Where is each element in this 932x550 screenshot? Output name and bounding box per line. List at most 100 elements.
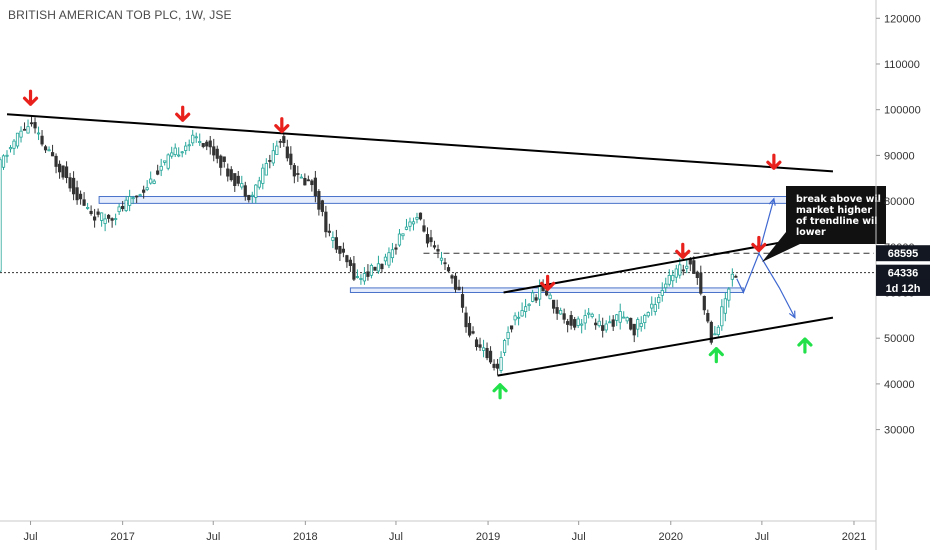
candle-body-25 bbox=[86, 206, 90, 209]
candle-body-103 bbox=[359, 278, 363, 280]
x-tick-label: 2021 bbox=[842, 531, 866, 543]
projection-down-path-head bbox=[788, 310, 796, 319]
price-label-bg bbox=[876, 279, 930, 296]
candle-body-98 bbox=[341, 248, 345, 253]
candle-body-153 bbox=[534, 297, 538, 301]
candle-body-151 bbox=[527, 303, 531, 307]
candle-body-11 bbox=[36, 132, 41, 135]
candle-body-188 bbox=[657, 296, 661, 304]
x-tick-label: Jul bbox=[572, 531, 586, 543]
candle-body-196 bbox=[685, 265, 689, 269]
candle-body-197 bbox=[688, 259, 692, 265]
candle-body-53 bbox=[184, 145, 188, 151]
price-label: 1d 12h bbox=[886, 283, 921, 295]
x-tick-label: Jul bbox=[755, 531, 769, 543]
candle-body-21 bbox=[71, 177, 76, 195]
candle-body-179 bbox=[625, 317, 629, 322]
candle-body-207 bbox=[723, 298, 727, 314]
candle-body-37 bbox=[128, 196, 132, 206]
candle-body-64 bbox=[222, 156, 226, 162]
candle-body-56 bbox=[194, 136, 198, 139]
candle-body-93 bbox=[324, 211, 328, 233]
candle-body-140 bbox=[488, 350, 493, 363]
candle-body-119 bbox=[415, 217, 419, 220]
candle-body-15 bbox=[50, 152, 55, 157]
candle-body-200 bbox=[699, 272, 703, 294]
candle-body-67 bbox=[233, 173, 237, 187]
support-zone-0 bbox=[98, 196, 824, 204]
projection-up-path bbox=[736, 198, 775, 294]
candle-body-40 bbox=[138, 194, 142, 197]
candle-body-141 bbox=[492, 363, 496, 368]
candle-body-2 bbox=[5, 154, 9, 157]
y-tick-label: 110000 bbox=[884, 59, 920, 71]
candle-body-147 bbox=[513, 315, 517, 321]
candle-body-17 bbox=[57, 163, 62, 173]
price-label-bg bbox=[876, 245, 930, 262]
candle-body-35 bbox=[121, 205, 125, 210]
red-down-arrow-icon bbox=[540, 274, 556, 291]
candle-body-24 bbox=[82, 199, 86, 206]
candle-body-183 bbox=[639, 322, 643, 327]
candle-body-79 bbox=[275, 145, 279, 155]
price-label: 64336 bbox=[888, 268, 919, 280]
candle-body-149 bbox=[520, 310, 524, 317]
candle-body-122 bbox=[425, 234, 430, 244]
candle-body-58 bbox=[201, 143, 205, 147]
x-tick-label: Jul bbox=[24, 531, 38, 543]
candle-body-166 bbox=[580, 323, 584, 326]
y-tick-label: 120000 bbox=[884, 13, 921, 25]
candle-body-185 bbox=[646, 312, 650, 317]
candle-body-84 bbox=[292, 165, 296, 177]
candle-body-22 bbox=[75, 187, 79, 201]
candle-body-126 bbox=[439, 257, 444, 261]
candle-body-114 bbox=[397, 233, 402, 246]
candle-body-55 bbox=[191, 134, 195, 144]
candle-body-167 bbox=[583, 315, 587, 324]
candle-body-109 bbox=[380, 263, 384, 270]
candle-body-195 bbox=[681, 269, 685, 272]
green-up-arrow-icon bbox=[492, 383, 508, 400]
candle-body-71 bbox=[247, 194, 251, 201]
candle-body-187 bbox=[653, 304, 657, 313]
candle-body-94 bbox=[327, 230, 331, 233]
candle-body-108 bbox=[376, 263, 381, 272]
candle-body-182 bbox=[636, 319, 640, 330]
red-down-arrow-icon bbox=[751, 235, 767, 253]
candle-body-121 bbox=[422, 225, 426, 232]
candle-body-59 bbox=[205, 141, 209, 147]
candle-body-113 bbox=[394, 247, 398, 250]
candle-body-135 bbox=[471, 331, 475, 334]
candle-body-204 bbox=[713, 333, 717, 336]
candle-body-77 bbox=[268, 160, 272, 162]
candle-body-43 bbox=[149, 178, 153, 184]
candle-body-124 bbox=[432, 245, 437, 248]
candle-body-194 bbox=[678, 264, 682, 276]
candle-body-86 bbox=[299, 176, 303, 179]
candle-body-82 bbox=[285, 146, 289, 159]
candle-body-89 bbox=[310, 180, 314, 186]
candle-body-158 bbox=[552, 299, 556, 309]
x-tick-label: Jul bbox=[389, 531, 403, 543]
candle-body-156 bbox=[545, 290, 549, 296]
candle-body-118 bbox=[411, 221, 416, 225]
candle-body-173 bbox=[604, 323, 608, 331]
candle-body-49 bbox=[170, 152, 174, 157]
candle-body-78 bbox=[271, 150, 275, 164]
candle-body-45 bbox=[156, 170, 160, 175]
price-label-bg bbox=[876, 264, 930, 281]
candle-body-4 bbox=[12, 140, 16, 149]
candle-body-95 bbox=[331, 237, 335, 241]
candle-body-7 bbox=[22, 128, 27, 131]
candle-body-50 bbox=[173, 147, 177, 155]
candle-body-27 bbox=[93, 216, 97, 221]
candle-body-132 bbox=[460, 294, 465, 308]
candle-body-23 bbox=[78, 193, 83, 200]
candle-body-97 bbox=[338, 245, 342, 254]
red-down-arrow-icon bbox=[274, 117, 290, 134]
channel-lower-trendline bbox=[497, 316, 834, 377]
candle-body-32 bbox=[110, 218, 114, 221]
candle-body-69 bbox=[240, 183, 244, 188]
red-down-arrow-icon bbox=[22, 89, 39, 106]
